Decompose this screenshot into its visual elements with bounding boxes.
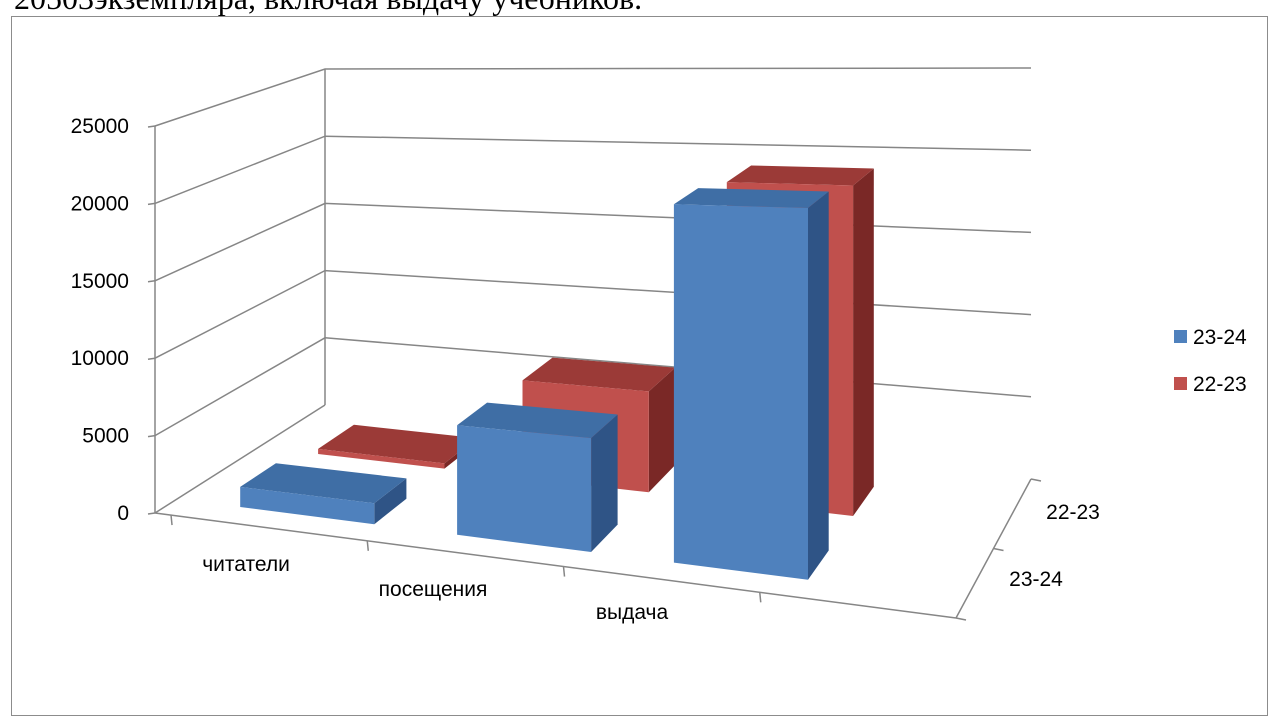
bar-side (374, 478, 407, 525)
value-tick (147, 280, 156, 283)
bar-front (457, 425, 592, 552)
bar-23-24-читатели (240, 463, 407, 525)
category-tick (366, 540, 370, 551)
gridline (154, 202, 1032, 282)
depth-tick (1030, 478, 1042, 482)
value-tick (147, 202, 156, 206)
category-tick (562, 566, 566, 577)
bar-top (726, 165, 874, 186)
bar-top (673, 188, 829, 208)
legend-swatch (1174, 377, 1187, 390)
depth-label: 23-24 (1009, 568, 1063, 591)
bar-23-24-посещения (457, 402, 618, 552)
value-tick-label: 10000 (71, 347, 129, 370)
bar-front (318, 448, 445, 469)
legend-swatch (1174, 330, 1187, 343)
value-tick (147, 125, 156, 128)
category-axis (154, 512, 957, 619)
gridline (154, 135, 1032, 205)
gridline (154, 67, 1032, 127)
value-tick-label: 0 (117, 502, 129, 525)
bar-top (318, 424, 477, 464)
bar-23-24-выдача (673, 188, 829, 580)
chart-canvas: 0 5000 10000 15000 20000 25000 читатели посещен… (71, 67, 1247, 624)
category-label: выдача (596, 601, 669, 624)
value-tick-label: 15000 (71, 270, 129, 293)
document-partial-text: 20503экземпляра, включая выдачу учебнико… (14, 0, 1014, 18)
category-tick (759, 592, 762, 603)
bar-front (673, 204, 808, 580)
value-tick-label: 5000 (82, 425, 129, 448)
value-tick-label: 25000 (71, 115, 129, 138)
bar-22-23-читатели (318, 424, 477, 469)
bar-side (648, 367, 676, 493)
legend-label: 22-23 (1193, 373, 1247, 396)
value-tick (147, 434, 156, 438)
depth-tick (993, 547, 1004, 552)
bar-side (591, 414, 618, 552)
bar-side (853, 168, 874, 516)
value-tick (147, 357, 156, 360)
floor-left-edge (154, 404, 326, 514)
category-tick (170, 515, 173, 526)
depth-tick (955, 617, 967, 621)
value-tick-label: 20000 (71, 192, 129, 215)
gridline (154, 269, 1032, 359)
category-label: посещения (379, 578, 488, 601)
bar-top (457, 402, 618, 439)
bar-top (240, 463, 407, 504)
chart-frame: 0 5000 10000 15000 20000 25000 читатели посещен… (11, 16, 1268, 716)
legend-label: 23-24 (1193, 326, 1247, 349)
bar-top (522, 357, 676, 392)
category-label: читатели (202, 553, 290, 576)
bar-side (808, 191, 829, 580)
depth-label: 22-23 (1046, 501, 1100, 524)
value-tick (147, 512, 156, 515)
bar-front (240, 486, 375, 525)
